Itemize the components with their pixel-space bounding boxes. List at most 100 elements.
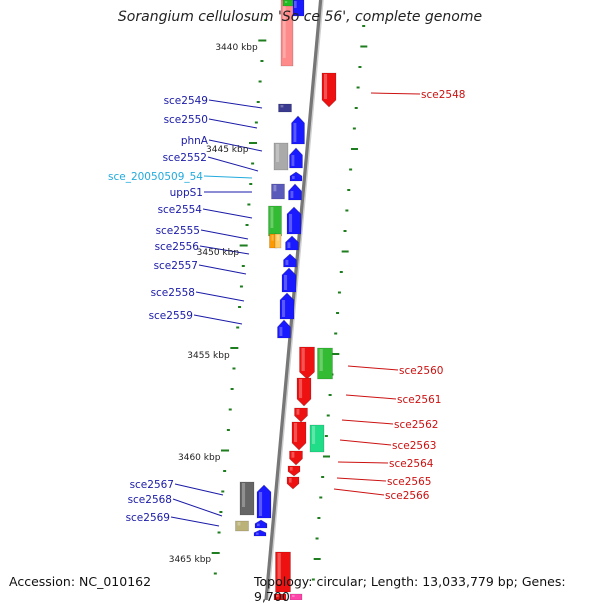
cds-sce2552 (289, 147, 303, 169)
label-sce2562: sce2562 (394, 419, 438, 431)
cds-sce2566-shine (289, 478, 292, 483)
cds-sce2568 (256, 484, 272, 519)
cds-sce2548-shine (324, 74, 328, 99)
label-sce2565: sce2565 (387, 476, 431, 488)
label-sce2567: sce2567 (130, 479, 174, 491)
map-title: Sorangium cellulosum 'So ce 56', complet… (117, 9, 483, 25)
cds-bottom-red (275, 551, 291, 593)
label-sce2569: sce2569 (126, 512, 170, 524)
label-sce_20050509_54: sce_20050509_54 (108, 171, 203, 183)
cds-sce2568-shine (259, 492, 263, 516)
kbp-label: 3450 kbp (197, 248, 240, 258)
label-sce2566: sce2566 (385, 490, 430, 502)
cds-sce2548 (321, 72, 337, 108)
cds-top-plus-shine (294, 1, 297, 8)
label-phnA: phnA (181, 135, 209, 147)
cds-sce2558 (279, 292, 295, 320)
cds-sce2562-shine (296, 409, 300, 415)
cds-ncrna (289, 171, 303, 182)
cds-uppS1-grey-shine (273, 185, 277, 192)
leader-sce2567 (174, 483, 224, 496)
label-sce2559: sce2559 (149, 310, 193, 322)
cds-phnA-shine (276, 144, 280, 162)
leader-sce2548 (370, 92, 421, 95)
cds-sce2560-green-shine (319, 349, 323, 371)
cds-sce2555-yellow (274, 233, 282, 249)
leader-sce2559 (193, 314, 243, 325)
label-uppS1: uppS1 (170, 187, 203, 199)
cds-sce2563-green-shine (312, 426, 316, 444)
leader-sce2569 (170, 516, 220, 527)
label-sce2558: sce2558 (151, 287, 195, 299)
gene-features (235, 0, 337, 600)
leader-sce2556 (199, 245, 250, 255)
cds-sce2558-shine (282, 300, 286, 317)
kbp-label: 3460 kbp (178, 453, 221, 463)
kbp-label: 3455 kbp (187, 351, 230, 361)
cds-sce2557a-shine (285, 259, 289, 265)
leader-sce2555 (200, 229, 249, 240)
cds-sce2566 (286, 476, 300, 490)
cds-sce2567 (239, 481, 255, 516)
label-leaders (170, 92, 421, 527)
cds-sce2565-shine (290, 467, 293, 471)
label-sce2563: sce2563 (392, 440, 436, 452)
leader-sce2563 (339, 439, 392, 446)
cds-bottom-pink-shine (292, 595, 295, 597)
cds-sce2569-shine (237, 522, 241, 526)
scale-ticks (211, 19, 368, 581)
cds-sce2559-shine (279, 327, 283, 336)
leader-sce2549 (208, 99, 263, 109)
label-sce2549: sce2549 (164, 95, 208, 107)
label-sce2555: sce2555 (156, 225, 200, 237)
accession-text: Accession: NC_010162 (9, 574, 152, 589)
cds-sce2554 (268, 205, 282, 237)
cds-sce2568b (254, 519, 268, 529)
cds-sce2563 (291, 421, 307, 451)
leader-sce2560 (347, 365, 399, 371)
cds-sce2561 (296, 377, 312, 407)
label-sce2550: sce2550 (164, 114, 208, 126)
cds-sce2560 (299, 346, 315, 380)
cds-sce2550 (291, 115, 305, 145)
label-sce2557: sce2557 (154, 260, 198, 272)
leader-sce2562 (341, 419, 394, 425)
cds-sce2565 (287, 465, 301, 477)
kbp-label: 3465 kbp (169, 555, 212, 565)
label-sce2561: sce2561 (397, 394, 441, 406)
label-sce2554: sce2554 (158, 204, 203, 216)
leader-sce2568 (172, 498, 223, 517)
cds-sce2549 (278, 103, 292, 113)
cds-sce2554-shine (270, 207, 274, 228)
kbp-label: 3445 kbp (206, 145, 249, 155)
rrna-top-shine (283, 1, 286, 58)
cds-sce2549-shine (280, 105, 284, 108)
cds-sce2567-shine (242, 483, 246, 507)
leader-sce2565 (336, 477, 387, 482)
cds-sce2561-shine (299, 379, 303, 398)
label-sce2560: sce2560 (399, 365, 443, 377)
cds-sce2559 (277, 319, 291, 339)
cds-uppS1-shine (290, 191, 294, 198)
cds-sce2557a (283, 253, 297, 268)
label-sce2552: sce2552 (163, 152, 207, 164)
cds-sce2555 (286, 206, 302, 235)
cds-bottom-red2-shine (276, 595, 279, 597)
cds-phnA (273, 142, 289, 171)
leader-sce2566 (333, 488, 385, 496)
cds-sce2555-yellow-shine (277, 235, 279, 241)
cds-sce2550-shine (293, 123, 297, 142)
cds-sce2564-shine (291, 452, 295, 458)
rrna-top-green-shine (285, 1, 288, 3)
cds-sce2564 (289, 450, 303, 466)
cds-sce2569b (253, 529, 267, 537)
cds-sce2555-orange-shine (271, 235, 274, 241)
cds-uppS1-grey (271, 183, 285, 200)
cds-sce2560-green (317, 347, 333, 380)
cds-sce2569 (235, 520, 249, 532)
leader-phnA (208, 139, 263, 152)
cds-sce2556-shine (287, 242, 291, 248)
leader-sce2557 (198, 264, 247, 275)
cds-sce2560-shine (301, 348, 305, 371)
